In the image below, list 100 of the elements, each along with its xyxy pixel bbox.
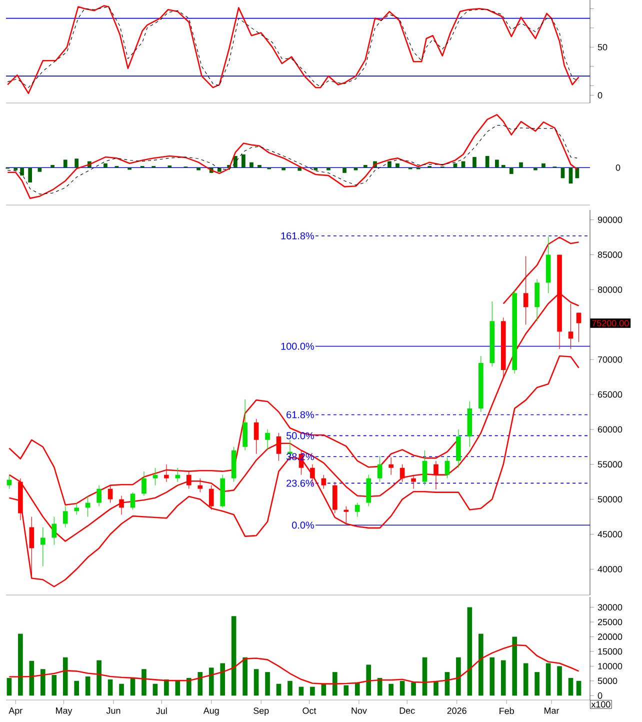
bar (534, 168, 538, 170)
y-tick-label: 0 (598, 92, 602, 98)
bar (276, 684, 282, 696)
bar (6, 678, 12, 696)
bar (254, 669, 259, 696)
bar (50, 164, 54, 168)
bar (501, 164, 506, 168)
candlestick (186, 471, 192, 490)
y-tick-label: 25000 (598, 618, 622, 626)
y-tick-label: 60000 (598, 426, 622, 433)
bar (152, 684, 158, 696)
x-tick-label: Dec (400, 708, 415, 714)
bar (231, 616, 236, 696)
bar (534, 672, 540, 696)
x-tick-label: Jul (156, 708, 167, 714)
x-tick-label: Feb (500, 708, 514, 714)
bar (186, 678, 192, 696)
candlestick (74, 502, 79, 515)
bar (29, 660, 34, 696)
annotation: 161.8% (281, 232, 314, 240)
candlestick (198, 478, 203, 493)
bar (326, 168, 330, 170)
x-tick-label: Oct (302, 708, 316, 714)
bar (434, 680, 438, 696)
candlestick (164, 464, 169, 482)
bar (400, 680, 405, 696)
bar (14, 168, 18, 170)
y-tick-label: 80000 (598, 286, 622, 293)
candlestick (568, 303, 574, 350)
candlestick (576, 312, 582, 342)
bar (130, 678, 136, 696)
bar (96, 660, 102, 696)
bar (175, 680, 180, 696)
bar (52, 674, 57, 696)
x-tick-label: May (56, 708, 72, 716)
bar (288, 680, 292, 696)
y-tick-label: 20000 (598, 634, 622, 640)
bar (85, 676, 90, 696)
y-tick-label: 40000 (598, 566, 622, 572)
candlestick (354, 502, 360, 518)
bar (411, 682, 416, 696)
bar (63, 160, 68, 168)
bar (344, 685, 349, 696)
y-tick-label: 90000 (598, 216, 622, 223)
bar (234, 156, 238, 168)
y-tick-label: 0 (598, 692, 602, 699)
bar (342, 168, 346, 173)
candlestick (254, 418, 259, 454)
bar (108, 679, 113, 696)
candlestick (108, 485, 113, 504)
bar (196, 168, 200, 170)
annotation: 50.0% (286, 432, 314, 440)
bar (512, 636, 518, 696)
candlestick (40, 526, 46, 567)
candlestick (523, 256, 528, 325)
y-tick-label: 45000 (598, 531, 622, 538)
candlestick (142, 471, 146, 496)
bar (568, 168, 573, 184)
bar (500, 660, 506, 696)
bar (519, 162, 523, 168)
candlestick (388, 457, 394, 476)
bar (242, 657, 248, 696)
y-tick-label: 10000 (598, 662, 622, 670)
text: x100 (591, 701, 610, 708)
bar (495, 160, 499, 168)
candlestick (422, 450, 428, 486)
bar (523, 663, 528, 696)
bar (332, 672, 338, 696)
bar (366, 664, 372, 696)
candlestick (152, 468, 158, 486)
candlestick (276, 432, 282, 462)
y-tick-label: 30000 (598, 604, 622, 610)
x-tick-label: Mar (544, 708, 560, 714)
bar (18, 634, 23, 696)
bar (198, 672, 203, 696)
bar (142, 669, 146, 696)
annotation: 0.0% (292, 522, 314, 529)
y-tick-label: 70000 (598, 356, 622, 363)
y-tick-label: 50 (598, 44, 608, 50)
bar (74, 680, 79, 696)
bar (467, 607, 472, 696)
bar (217, 168, 222, 172)
candlestick (434, 460, 438, 490)
bar (62, 657, 68, 696)
candlestick (175, 468, 180, 482)
candlestick (377, 456, 382, 482)
bar (164, 679, 169, 696)
bar (28, 168, 32, 182)
bar (74, 158, 79, 168)
bar (557, 666, 562, 696)
x-tick-label: 2026 (447, 708, 466, 714)
y-tick-label: 65000 (598, 391, 622, 398)
annotation: 61.8% (286, 411, 314, 418)
bar (119, 684, 124, 696)
x-tick-label: Nov (352, 708, 367, 714)
candlestick (52, 516, 57, 546)
candlestick (96, 485, 102, 507)
candlestick (344, 506, 349, 525)
y-tick-label: 85000 (598, 252, 622, 258)
bar (282, 168, 286, 170)
